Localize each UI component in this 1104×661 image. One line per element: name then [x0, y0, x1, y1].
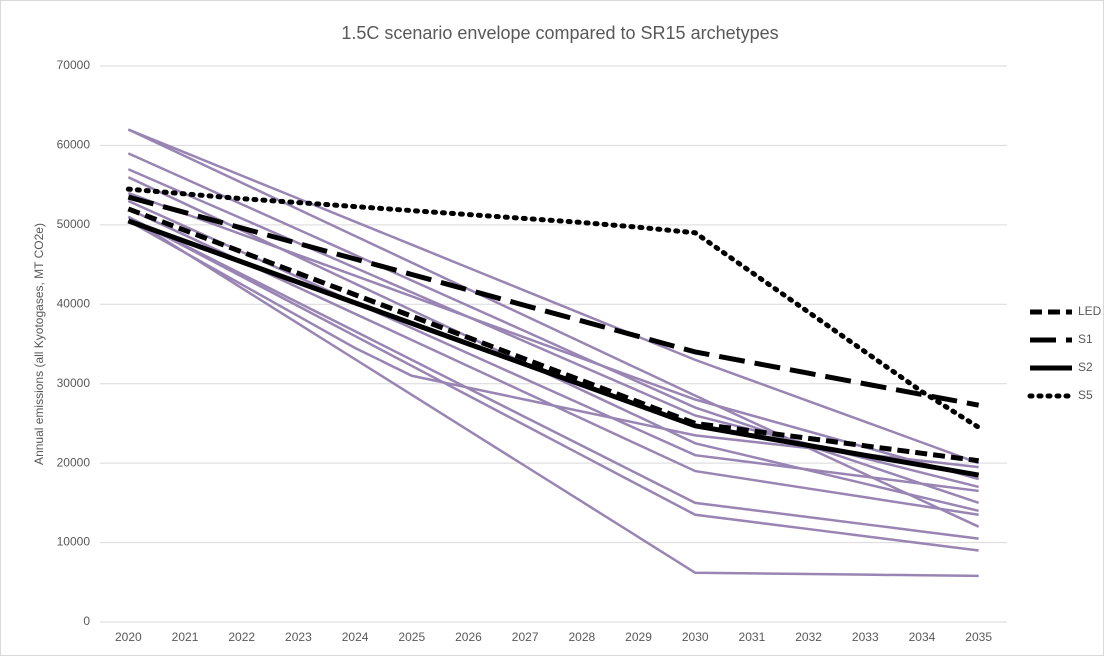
- x-tick-label: 2032: [795, 630, 822, 644]
- x-tick-label: 2024: [342, 630, 369, 644]
- y-tick-label: 70000: [57, 58, 91, 72]
- series-line: [127, 215, 979, 552]
- y-tick-label: 20000: [57, 455, 91, 469]
- x-tick-label: 2029: [625, 630, 652, 644]
- chart-title: 1.5C scenario envelope compared to SR15 …: [341, 23, 778, 43]
- y-tick-label: 40000: [57, 296, 91, 310]
- x-tick-label: 2030: [682, 630, 709, 644]
- x-tick-label: 2031: [739, 630, 766, 644]
- legend-label: LED: [1078, 304, 1102, 318]
- legend-label: S1: [1078, 332, 1093, 346]
- legend-label: S5: [1078, 388, 1093, 402]
- series-line: [127, 194, 980, 408]
- y-tick-label: 0: [83, 614, 90, 628]
- series-line: [125, 186, 982, 430]
- x-tick-label: 2025: [398, 630, 425, 644]
- y-tick-label: 50000: [57, 217, 91, 231]
- series-line: [127, 215, 979, 578]
- x-tick-label: 2023: [285, 630, 312, 644]
- x-tick-label: 2033: [852, 630, 879, 644]
- series-line: [127, 218, 980, 478]
- x-tick-label: 2035: [965, 630, 992, 644]
- x-tick-label: 2020: [115, 630, 142, 644]
- series-line: [127, 191, 979, 481]
- series-line: [127, 206, 979, 464]
- x-tick-label: 2034: [909, 630, 936, 644]
- x-tick-label: 2028: [568, 630, 595, 644]
- y-axis-label: Annual emissions (all Kyotogases, MT CO2…: [32, 223, 46, 465]
- x-tick-label: 2022: [228, 630, 255, 644]
- x-tick-label: 2027: [512, 630, 539, 644]
- series-line: [127, 215, 979, 540]
- y-tick-label: 60000: [57, 138, 91, 152]
- x-tick-label: 2026: [455, 630, 482, 644]
- y-tick-label: 30000: [57, 376, 91, 390]
- series-line: [127, 128, 980, 465]
- legend-label: S2: [1078, 360, 1093, 374]
- series-line: [127, 128, 980, 528]
- series-line: [127, 152, 980, 505]
- y-tick-label: 10000: [57, 535, 91, 549]
- x-tick-label: 2021: [172, 630, 199, 644]
